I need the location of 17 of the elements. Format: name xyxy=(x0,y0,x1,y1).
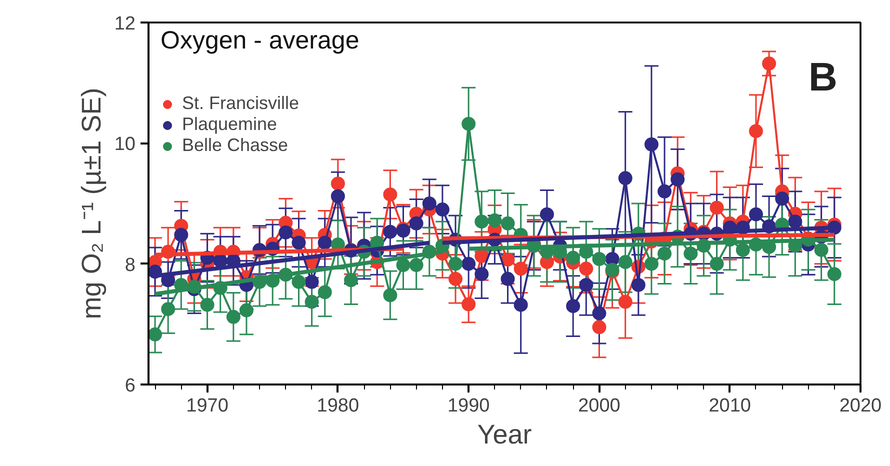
y-tick-label: 12 xyxy=(114,14,136,34)
x-axis-title: Year xyxy=(477,420,532,450)
x-tick-label: 2010 xyxy=(708,396,752,416)
legend-label: St. Francisville xyxy=(182,93,300,114)
x-tick-label: 1990 xyxy=(447,396,490,416)
annotation: B xyxy=(808,56,838,100)
legend-label: Belle Chasse xyxy=(182,135,288,156)
y-tick-label: 6 xyxy=(124,376,136,396)
chart-title: Oxygen - average xyxy=(160,26,360,54)
x-tick-label: 1980 xyxy=(316,396,360,416)
y-tick-label: 8 xyxy=(124,254,136,276)
y-tick-label: 10 xyxy=(114,134,136,156)
x-tick-label: 1970 xyxy=(186,396,228,416)
x-tick-label: 2000 xyxy=(578,396,620,416)
x-tick-label: 2020 xyxy=(839,396,882,416)
y-axis-title: mg O₂ L⁻¹ (µ±1 SE) xyxy=(76,88,106,320)
legend-label: Plaquemine xyxy=(182,114,278,135)
